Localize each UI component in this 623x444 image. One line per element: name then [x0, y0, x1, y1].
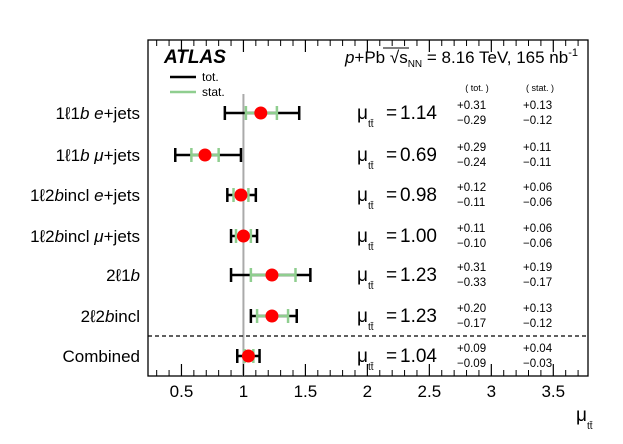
x-tick-label: 1.5 — [294, 382, 318, 401]
legend: tot. stat. — [170, 70, 225, 99]
mu-symbol: μtt̄ — [357, 346, 374, 373]
x-tick-label: 3 — [487, 382, 496, 401]
stat-error-up: +0.06 — [523, 223, 552, 235]
tot-error-up: +0.11 — [457, 223, 485, 235]
tot-error-down: −0.29 — [457, 115, 486, 127]
data-row: 1ℓ2bincl e+jets μtt̄ = 0.98 +0.12 −0.11 +0.06 −… — [30, 182, 552, 212]
data-row: 1ℓ1b e+jets μtt̄ = 1.14 +0.31 −0.29 +0.13 −0.12 — [56, 100, 553, 130]
row-label: 2ℓ2bincl — [81, 307, 140, 326]
tot-error-up: +0.12 — [457, 182, 486, 194]
tot-error-down: −0.24 — [457, 157, 487, 169]
row-label: 1ℓ2bincl e+jets — [30, 186, 140, 205]
equals-sign: = — [386, 306, 397, 327]
x-tick-label: 2.5 — [418, 382, 442, 401]
row-label: 1ℓ1b e+jets — [56, 104, 140, 123]
data-point — [236, 229, 250, 243]
value-label: 1.14 — [400, 103, 437, 124]
data-point — [265, 309, 279, 323]
value-label: 0.69 — [400, 145, 437, 166]
col-header-stat: ( stat. ) — [526, 83, 554, 93]
data-point — [241, 349, 255, 363]
tot-error-up: +0.29 — [457, 142, 486, 154]
stat-error-up: +0.19 — [523, 262, 552, 274]
tot-error-down: −0.10 — [457, 238, 486, 250]
collision-info: p+Pb √sNN = 8.16 TeV, 165 nb-1 — [344, 47, 578, 70]
data-point — [234, 188, 248, 202]
mu-symbol: μtt̄ — [357, 306, 374, 333]
legend-stat-label: stat. — [202, 85, 225, 99]
tot-error-down: −0.33 — [457, 277, 486, 289]
plot-frame — [147, 39, 589, 377]
stat-error-down: −0.06 — [523, 197, 552, 209]
stat-error-down: −0.03 — [523, 358, 552, 370]
value-label: 1.23 — [400, 306, 437, 327]
stat-error-down: −0.12 — [523, 318, 552, 330]
data-point — [198, 148, 212, 162]
tot-error-down: −0.17 — [457, 318, 486, 330]
mu-symbol: μtt̄ — [357, 185, 374, 212]
equals-sign: = — [386, 103, 397, 124]
equals-sign: = — [386, 185, 397, 206]
tot-error-up: +0.31 — [457, 100, 486, 112]
stat-error-up: +0.13 — [523, 303, 552, 315]
tot-error-up: +0.31 — [457, 262, 486, 274]
equals-sign: = — [386, 145, 397, 166]
mu-symbol: μtt̄ — [357, 265, 374, 292]
value-label: 1.04 — [400, 346, 437, 367]
x-tick-label: 3.5 — [541, 382, 565, 401]
data-row: 2ℓ2bincl μtt̄ = 1.23 +0.20 −0.17 +0.13 −0.12 — [81, 303, 553, 333]
equals-sign: = — [386, 265, 397, 286]
mu-symbol: μtt̄ — [357, 103, 374, 130]
equals-sign: = — [386, 346, 397, 367]
equals-sign: = — [386, 226, 397, 247]
x-axis-label: μtt̄ — [576, 405, 593, 432]
stat-error-up: +0.06 — [523, 182, 552, 194]
tot-error-up: +0.20 — [457, 303, 486, 315]
tot-error-down: −0.11 — [457, 197, 485, 209]
data-row: 1ℓ2bincl μ+jets μtt̄ = 1.00 +0.11 −0.10 +0.06 −… — [30, 223, 552, 253]
stat-error-down: −0.06 — [523, 238, 552, 250]
experiment-label: ATLAS — [163, 47, 226, 68]
data-point — [265, 268, 279, 282]
value-label: 1.23 — [400, 265, 437, 286]
tot-error-up: +0.09 — [457, 343, 486, 355]
row-label: 2ℓ1b — [106, 266, 140, 285]
tot-error-down: −0.09 — [457, 358, 486, 370]
x-tick-label: 2 — [363, 382, 372, 401]
x-tick-label: 0.5 — [170, 382, 194, 401]
data-row: Combined μtt̄ = 1.04 +0.09 −0.09 +0.04 −0.03 — [63, 343, 553, 373]
stat-error-up: +0.04 — [523, 343, 553, 355]
data-point — [254, 106, 268, 120]
mu-symbol: μtt̄ — [357, 145, 374, 172]
legend-tot-label: tot. — [202, 70, 219, 84]
value-label: 1.00 — [400, 226, 437, 247]
stat-error-up: +0.11 — [523, 142, 551, 154]
data-row: 2ℓ1b μtt̄ = 1.23 +0.31 −0.33 +0.19 −0.17 — [106, 262, 552, 292]
stat-error-down: −0.11 — [523, 157, 551, 169]
row-label: 1ℓ2bincl μ+jets — [30, 227, 140, 246]
x-tick-label: 1 — [239, 382, 248, 401]
stat-error-up: +0.13 — [523, 100, 552, 112]
data-row: 1ℓ1b μ+jets μtt̄ = 0.69 +0.29 −0.24 +0.11 −0.11 — [56, 142, 552, 172]
row-label: 1ℓ1b μ+jets — [56, 146, 140, 165]
col-header-tot: ( tot. ) — [465, 83, 489, 93]
row-label: Combined — [63, 347, 141, 366]
stat-error-down: −0.17 — [523, 277, 552, 289]
mu-symbol: μtt̄ — [357, 226, 374, 253]
value-label: 0.98 — [400, 185, 437, 206]
stat-error-down: −0.12 — [523, 115, 552, 127]
